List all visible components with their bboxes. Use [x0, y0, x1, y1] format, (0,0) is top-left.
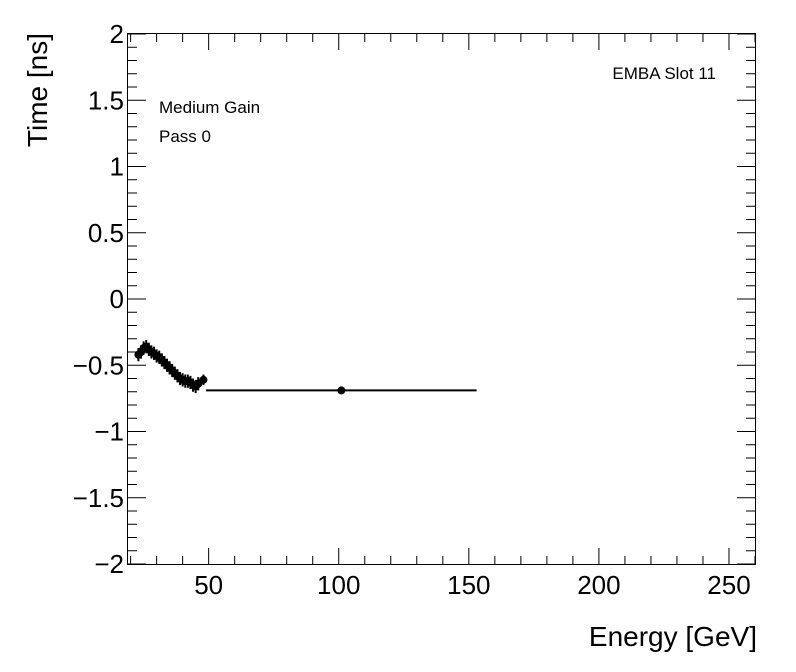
x-tick-label: 200	[577, 570, 620, 600]
y-axis-title: Time [ns]	[22, 33, 53, 147]
x-tick-label: 50	[194, 570, 223, 600]
y-tick-label: 2	[110, 19, 124, 49]
plot-frame	[127, 33, 756, 565]
y-tick-label: 0	[110, 284, 124, 314]
y-tick-label: −1	[94, 417, 124, 447]
x-tick-label: 100	[317, 570, 360, 600]
y-tick-label: −0.5	[73, 350, 124, 380]
axis-ticks	[128, 33, 756, 565]
annotation-pass: Pass 0	[159, 127, 211, 146]
y-tick-label: 0.5	[88, 218, 124, 248]
data-point	[199, 375, 208, 384]
tick-labels: 50 100 150 200 250 −2 −1.5 −1 −0.5 0 0.5 1 1.5 2	[73, 19, 751, 600]
y-tick-label: 1.5	[88, 85, 124, 115]
annotation-slot: EMBA Slot 11	[612, 64, 716, 83]
x-tick-label: 250	[707, 570, 750, 600]
y-tick-label: 1	[110, 152, 124, 182]
annotation-gain: Medium Gain	[159, 98, 260, 117]
x-axis-title: Energy [GeV]	[589, 621, 757, 652]
data-marks	[134, 340, 477, 395]
data-point	[337, 386, 346, 395]
y-tick-label: −1.5	[73, 483, 124, 513]
y-tick-label: −2	[94, 549, 124, 579]
x-tick-label: 150	[447, 570, 490, 600]
